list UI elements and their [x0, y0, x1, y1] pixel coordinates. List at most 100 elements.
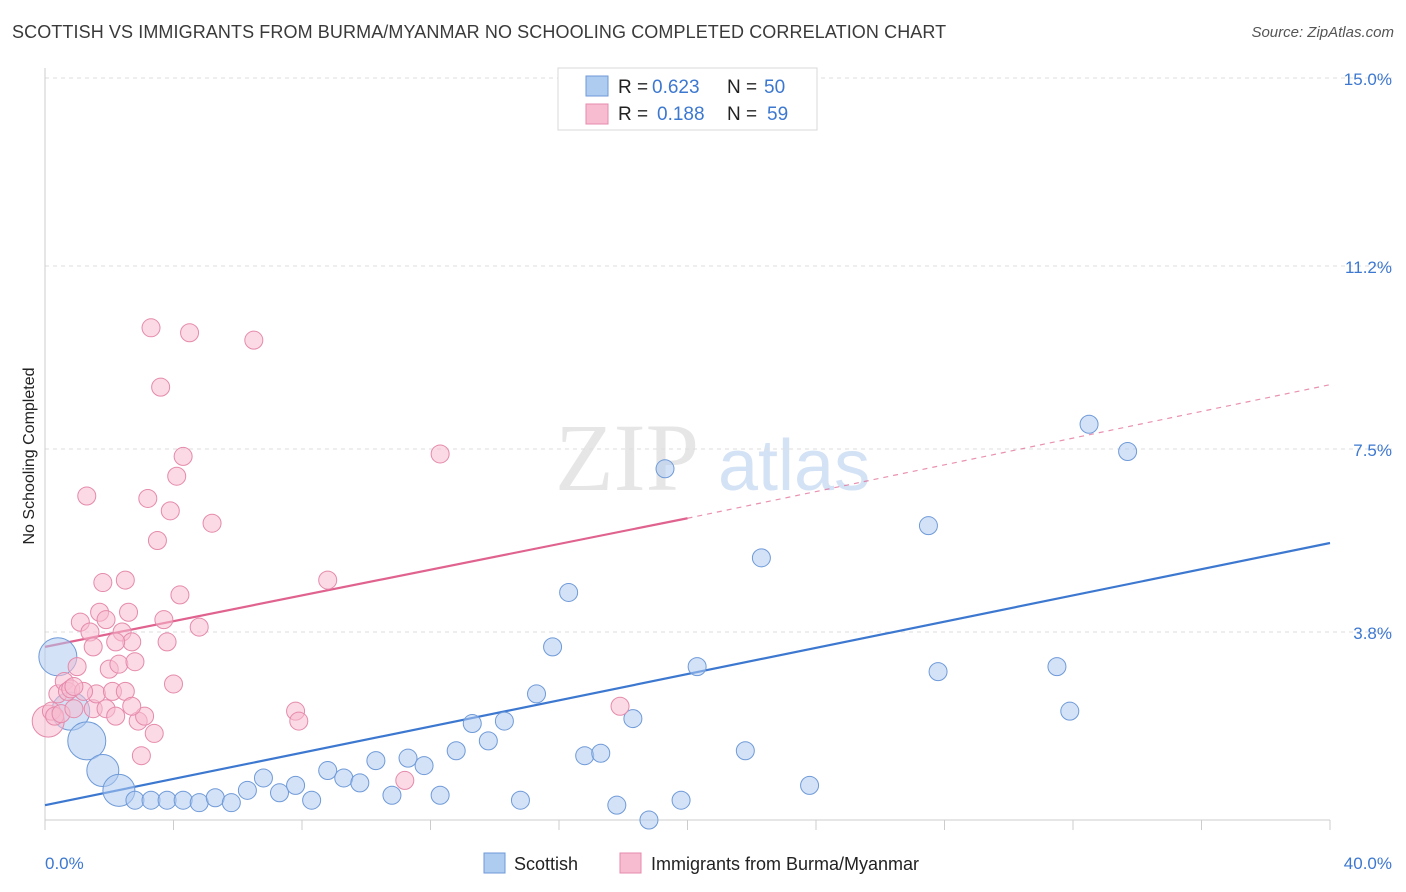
- burma-point: [610, 696, 630, 716]
- scottish-point: [591, 743, 611, 763]
- bottom-legend-burma: Immigrants from Burma/Myanmar: [651, 854, 919, 874]
- watermark-zip: ZIP: [555, 404, 699, 511]
- scottish-point: [639, 810, 659, 830]
- burma-point: [64, 699, 84, 719]
- watermark-atlas: atlas: [718, 426, 870, 506]
- burma-point: [141, 318, 161, 338]
- data-points: [31, 318, 1138, 830]
- legend-n-value-1: 50: [764, 77, 785, 98]
- scottish-point: [687, 657, 707, 677]
- legend-swatch-pink: [585, 103, 609, 125]
- legend-r-value-1: 0.623: [652, 77, 700, 98]
- bottom-legend: Scottish Immigrants from Burma/Myanmar: [483, 852, 919, 874]
- burma-point: [125, 652, 145, 672]
- scottish-point: [800, 775, 820, 795]
- y-axis-label: No Schooling Completed: [21, 368, 38, 545]
- scottish-point: [559, 582, 579, 602]
- burma-point: [138, 488, 158, 508]
- y-tick-label: 15.0%: [1344, 70, 1392, 89]
- scottish-point: [173, 790, 193, 810]
- burma-point: [135, 706, 155, 726]
- burma-point: [106, 706, 126, 726]
- scottish-point: [1060, 701, 1080, 721]
- burma-point: [167, 466, 187, 486]
- chart-title: SCOTTISH VS IMMIGRANTS FROM BURMA/MYANMA…: [12, 22, 947, 42]
- scottish-point: [366, 751, 386, 771]
- scottish-point: [414, 756, 434, 776]
- scottish-point: [1118, 441, 1138, 461]
- burma-point: [395, 770, 415, 790]
- burma-point: [289, 711, 309, 731]
- bottom-legend-swatch-burma: [619, 852, 642, 874]
- scottish-point: [510, 790, 530, 810]
- burma-point: [244, 330, 264, 350]
- legend: R = 0.623 N = 50 R = 0.188 N = 59: [557, 67, 818, 131]
- y-tick-label: 11.2%: [1345, 258, 1392, 277]
- burma-point: [106, 632, 126, 652]
- burma-point: [160, 501, 180, 521]
- scottish-point: [189, 793, 209, 813]
- burma-point: [67, 657, 87, 677]
- scottish-point: [382, 785, 402, 805]
- scottish-point: [1047, 657, 1067, 677]
- burma-point: [180, 323, 200, 343]
- legend-r-value-2: 0.188: [657, 104, 705, 125]
- scottish-point: [302, 790, 322, 810]
- legend-n-value-2: 59: [767, 104, 788, 125]
- burma-point: [96, 610, 116, 630]
- tick-labels: 3.8% 7.5% 11.2% 15.0% 0.0% 40.0%: [45, 70, 1392, 873]
- burma-point: [202, 513, 222, 533]
- scottish-point: [125, 790, 145, 810]
- scottish-point: [462, 714, 482, 734]
- burma-point: [154, 610, 174, 630]
- legend-r-label-2: R =: [618, 104, 648, 125]
- bottom-legend-swatch-scottish: [483, 852, 506, 874]
- burma-point: [93, 573, 113, 593]
- burma-point: [64, 676, 84, 696]
- bottom-legend-scottish: Scottish: [514, 854, 578, 874]
- burma-point: [122, 696, 142, 716]
- scottish-point: [928, 662, 948, 682]
- burma-trend-line: [44, 517, 688, 648]
- burma-point: [151, 377, 171, 397]
- legend-n-label-1: N =: [727, 77, 757, 98]
- x-tick-label: 40.0%: [1344, 854, 1392, 873]
- trend-lines: [44, 384, 1331, 807]
- scottish-point: [671, 790, 691, 810]
- legend-n-label-2: N =: [727, 104, 757, 125]
- scottish-point: [318, 761, 338, 781]
- burma-point: [122, 632, 142, 652]
- burma-point: [189, 617, 209, 637]
- burma-point: [115, 570, 135, 590]
- x-tick-label: 0.0%: [45, 854, 84, 873]
- burma-point: [147, 531, 167, 551]
- scottish-point: [623, 709, 643, 729]
- legend-swatch-blue: [585, 75, 609, 97]
- y-tick-label: 3.8%: [1353, 624, 1392, 643]
- scottish-point: [205, 788, 225, 808]
- scottish-point: [398, 748, 418, 768]
- legend-r-label-1: R =: [618, 77, 648, 98]
- scottish-point: [430, 785, 450, 805]
- burma-point: [318, 570, 338, 590]
- scottish-point: [67, 721, 107, 761]
- scottish-point: [1079, 414, 1099, 434]
- scottish-point: [575, 746, 595, 766]
- burma-point: [131, 746, 151, 766]
- burma-point: [170, 585, 190, 605]
- burma-point: [173, 446, 193, 466]
- burma-point: [119, 602, 139, 622]
- scottish-point: [221, 793, 241, 813]
- burma-point: [144, 723, 164, 743]
- chart-source: Source: ZipAtlas.com: [1251, 24, 1394, 41]
- watermark: ZIP atlas: [555, 404, 870, 511]
- burma-point: [109, 654, 129, 674]
- grid: [45, 77, 1392, 633]
- scottish-point: [270, 783, 290, 803]
- burma-point: [157, 632, 177, 652]
- scottish-point: [918, 516, 938, 536]
- scottish-trend-line: [44, 541, 1331, 807]
- scottish-point: [446, 741, 466, 761]
- scottish-point: [751, 548, 771, 568]
